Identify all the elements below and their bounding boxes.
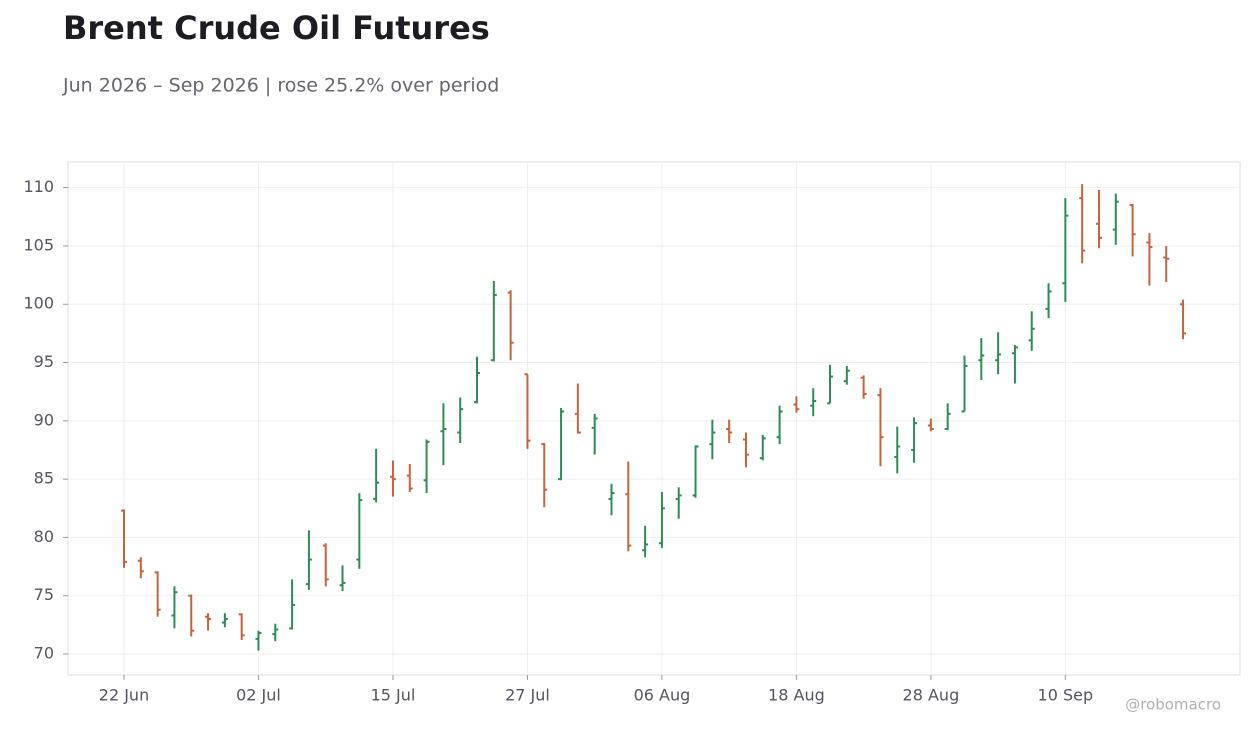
y-tick-label: 95 (34, 352, 54, 371)
x-tick-label: 28 Aug (903, 686, 960, 705)
x-tick-label: 18 Aug (768, 686, 825, 705)
chart-title: Brent Crude Oil Futures (63, 9, 490, 47)
plot-frame (67, 161, 1241, 676)
y-tick-label: 100 (23, 294, 54, 313)
x-tick-label: 06 Aug (634, 686, 691, 705)
x-tick-label: 15 Jul (371, 686, 416, 705)
y-tick-label: 70 (34, 644, 54, 663)
watermark: @robomacro (1125, 696, 1221, 714)
x-tick-label: 10 Sep (1038, 686, 1094, 705)
y-tick-label: 85 (34, 469, 54, 488)
y-tick-label: 80 (34, 527, 54, 546)
chart-subtitle: Jun 2026 – Sep 2026 | rose 25.2% over pe… (62, 75, 499, 97)
x-tick-label: 22 Jun (99, 686, 149, 705)
y-tick-label: 75 (34, 585, 54, 604)
y-tick-label: 90 (34, 410, 54, 429)
y-tick-label: 105 (23, 235, 54, 254)
y-tick-label: 110 (23, 177, 54, 196)
x-tick-label: 27 Jul (505, 686, 550, 705)
x-tick-label: 02 Jul (236, 686, 281, 705)
